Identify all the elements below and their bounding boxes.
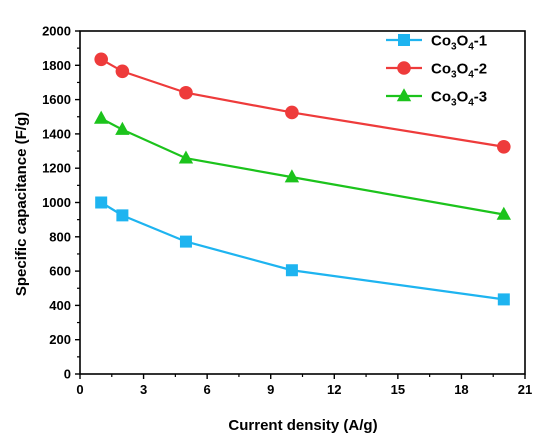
- x-tick-label: 3: [140, 382, 147, 397]
- data-point: [178, 150, 194, 164]
- y-tick-label: 1600: [42, 92, 71, 107]
- legend-item: Co3O4-2: [386, 61, 487, 81]
- y-axis-title: Specific capacitance (F/g): [13, 112, 30, 296]
- series-circle: [94, 52, 511, 154]
- y-tick-label: 1400: [42, 126, 71, 141]
- data-point: [496, 206, 512, 220]
- legend-label: Co3O4-3: [431, 89, 487, 109]
- legend: Co3O4-1 Co3O4-2 Co3O4-3: [386, 33, 487, 109]
- y-tick-label: 1200: [42, 161, 71, 176]
- data-point: [285, 105, 299, 120]
- data-point: [93, 110, 109, 124]
- data-point: [497, 139, 511, 154]
- plot-area: [79, 30, 526, 375]
- data-point: [497, 293, 510, 306]
- series-square: [95, 196, 510, 306]
- x-tick-label: 12: [327, 382, 341, 397]
- legend-marker: [396, 88, 412, 102]
- x-tick-label: 9: [267, 382, 274, 397]
- legend-item: Co3O4-1: [386, 33, 487, 53]
- data-point: [94, 52, 108, 67]
- legend-item: Co3O4-3: [386, 88, 487, 109]
- y-tick-label: 1800: [42, 58, 71, 73]
- y-tick-label: 2000: [42, 24, 71, 39]
- series-triangle: [93, 110, 512, 220]
- data-point: [285, 264, 298, 277]
- legend-label: Co3O4-2: [431, 61, 487, 81]
- data-point: [179, 85, 193, 100]
- y-tick-label: 1000: [42, 195, 71, 210]
- series-line: [100, 201, 504, 301]
- y-tick-label: 400: [49, 298, 71, 313]
- data-point: [179, 235, 192, 248]
- x-axis-title: Current density (A/g): [228, 417, 377, 434]
- data-point: [95, 196, 108, 209]
- series-layer: [93, 52, 512, 306]
- legend-marker: [398, 34, 410, 46]
- x-tick-label: 0: [76, 382, 83, 397]
- x-tick-label: 6: [204, 382, 211, 397]
- data-point: [115, 64, 130, 79]
- data-point: [284, 169, 300, 183]
- legend-label: Co3O4-1: [431, 33, 487, 53]
- y-tick-label: 800: [49, 229, 71, 244]
- legend-marker: [397, 61, 411, 75]
- y-tick-label: 0: [64, 367, 71, 382]
- y-tick-label: 600: [49, 264, 71, 279]
- plot-frame: [79, 30, 526, 375]
- axes-layer: 0 3 6 9 12 15 18 21 0 200 400 600 800 1000 1200 1400 160…: [42, 24, 532, 398]
- data-point: [115, 121, 130, 135]
- x-tick-label: 15: [391, 382, 405, 397]
- data-point: [116, 209, 129, 222]
- series-line: [100, 117, 505, 216]
- x-tick-label: 18: [454, 382, 468, 397]
- y-tick-label: 200: [49, 332, 71, 347]
- x-tick-label: 21: [518, 382, 532, 397]
